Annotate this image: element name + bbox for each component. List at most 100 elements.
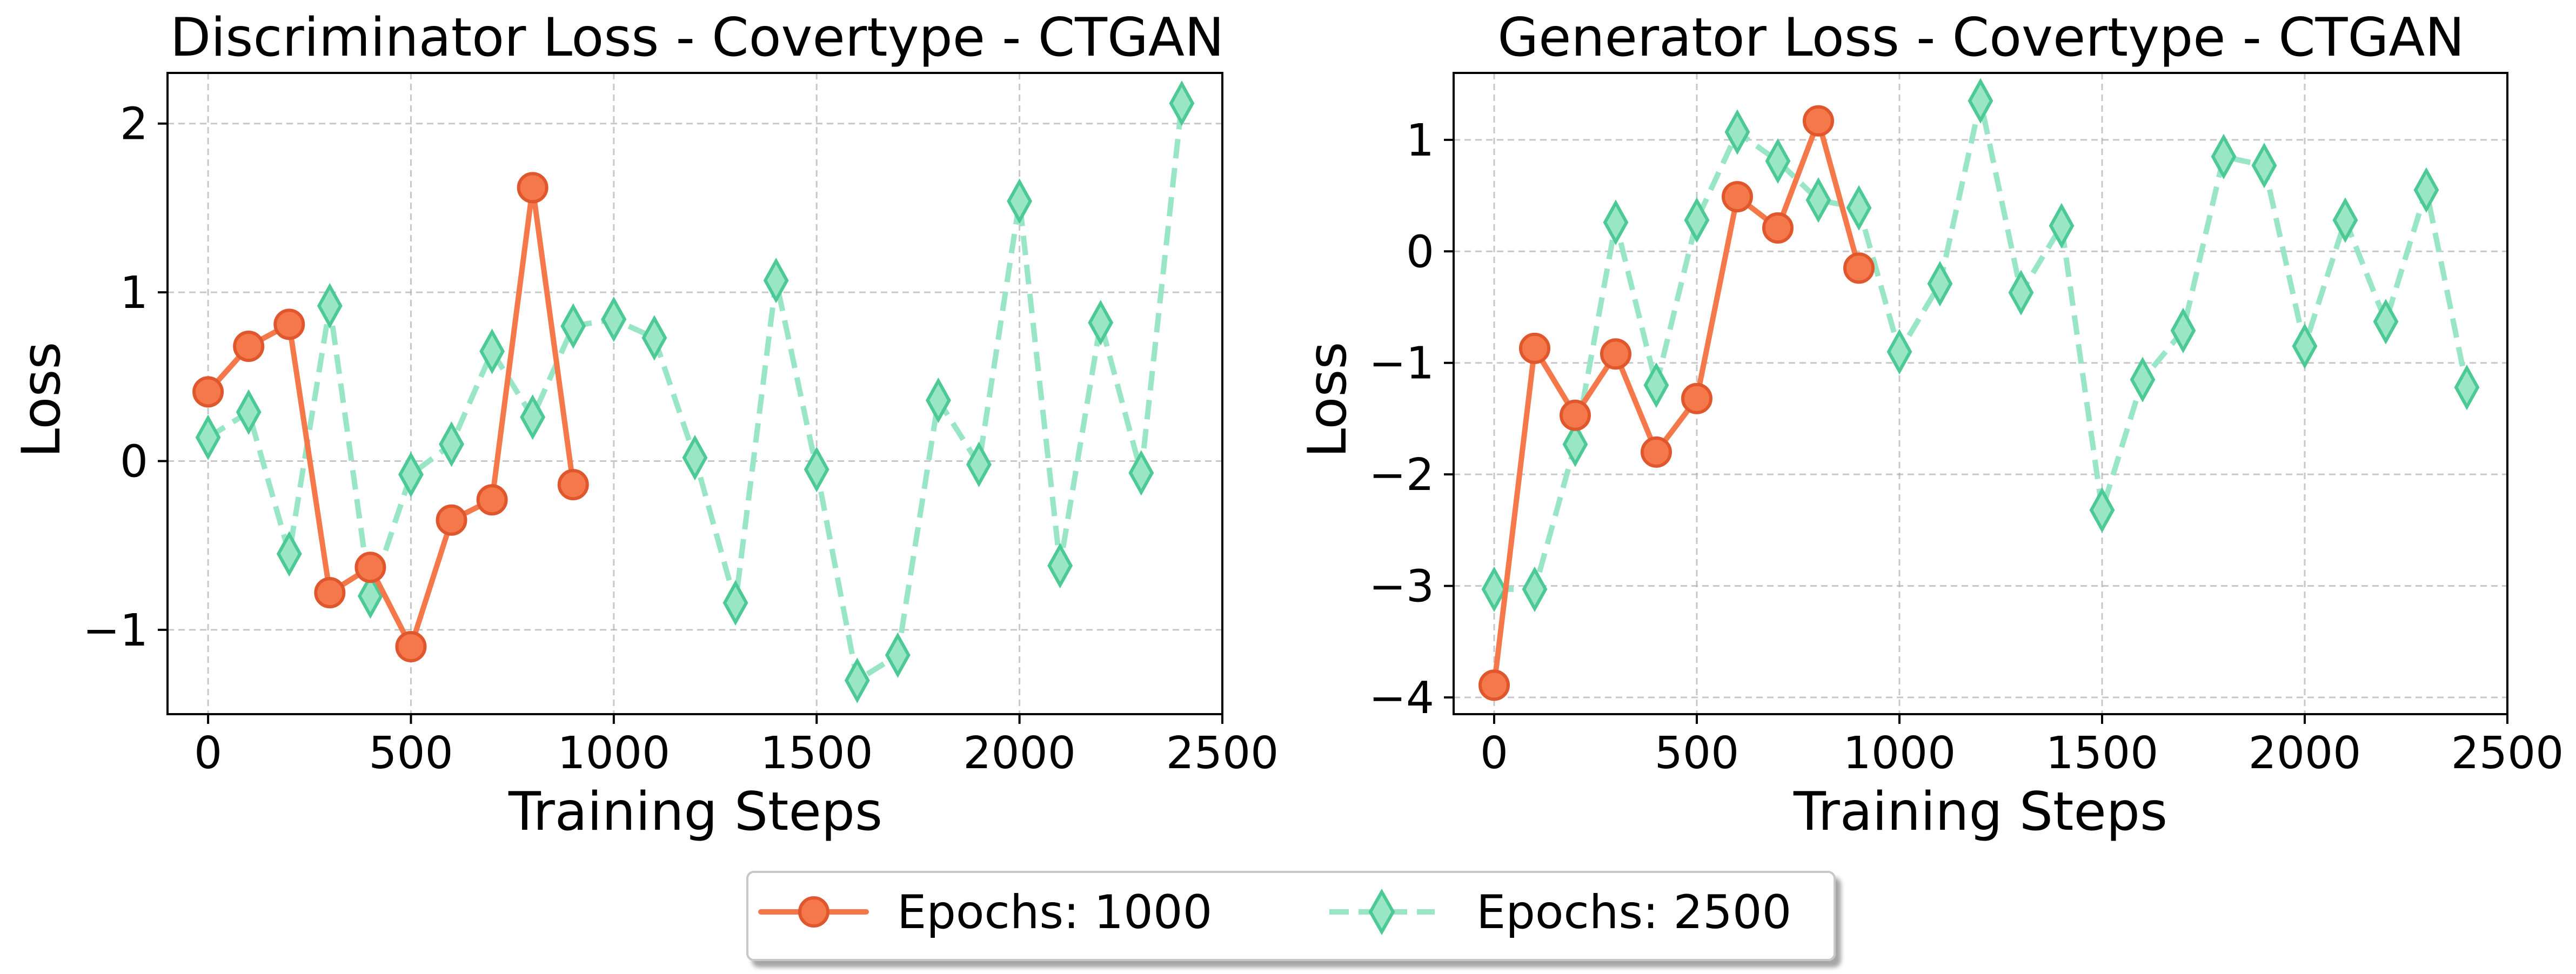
data-point	[1600, 338, 1631, 370]
legend-entry-epochs-1000: Epochs: 1000	[758, 885, 1212, 939]
data-point	[1762, 212, 1794, 244]
y-tick-label: 1	[1406, 115, 1434, 166]
data-point	[192, 376, 224, 408]
data-point	[520, 394, 546, 440]
data-point	[2089, 487, 2115, 533]
data-point	[479, 328, 505, 374]
data-point	[1643, 362, 1669, 408]
plot-frame	[166, 72, 1223, 715]
data-point	[439, 421, 464, 467]
data-point	[2413, 167, 2439, 213]
data-point	[1968, 78, 1993, 124]
data-point	[1803, 105, 1834, 137]
data-point	[2251, 143, 2277, 189]
series-epochs-2500	[195, 80, 1195, 703]
data-point	[436, 504, 467, 536]
data-point	[1047, 542, 1073, 589]
generator-loss-chart: Generator Loss - Covertype - CTGAN 0 500 1…	[1297, 7, 2564, 843]
data-point	[314, 577, 346, 609]
data-point	[1560, 399, 1591, 431]
data-point	[276, 531, 302, 577]
data-point	[1128, 450, 1154, 496]
discriminator-loss-chart: Discriminator Loss - Covertype - CTGAN 0…	[11, 7, 1279, 843]
legend: Epochs: 1000 Epochs: 2500	[746, 871, 1836, 961]
data-point	[2292, 323, 2318, 369]
data-point	[273, 308, 305, 340]
data-point	[2373, 299, 2399, 345]
data-point	[2454, 364, 2480, 411]
data-point	[2170, 307, 2196, 354]
data-point	[1169, 80, 1195, 126]
legend-label: Epochs: 1000	[897, 885, 1212, 939]
legend-box	[746, 871, 1836, 961]
data-point	[2008, 270, 2034, 315]
series-line	[1494, 98, 2470, 592]
series-group	[1478, 78, 2480, 701]
data-point	[722, 580, 748, 626]
data-point	[1684, 197, 1710, 243]
data-point	[1519, 332, 1550, 364]
data-point	[195, 414, 221, 460]
x-tick-label: 2500	[1166, 728, 1279, 779]
data-point	[1724, 109, 1750, 155]
series-epochs-2500	[1481, 78, 2480, 612]
y-tick-label: −4	[1369, 673, 1434, 724]
y-tick-label: −1	[1369, 338, 1434, 389]
data-point	[1641, 436, 1672, 468]
data-point	[1481, 566, 1507, 612]
y-axis-ticks: −4 −3 −2 −1 0 1	[1369, 115, 1454, 724]
y-tick-label: −3	[1369, 561, 1434, 613]
data-point	[354, 552, 386, 583]
y-tick-label: 1	[120, 267, 148, 319]
data-point	[2332, 197, 2358, 243]
data-point	[357, 573, 383, 619]
series-group	[192, 80, 1195, 703]
data-point	[1805, 177, 1831, 223]
legend-swatch-marker	[798, 896, 829, 928]
data-point	[1681, 382, 1712, 414]
x-axis-ticks: 0 500 1000 1500 2000 2500	[194, 714, 1279, 779]
x-tick-label: 2000	[2249, 728, 2361, 779]
data-point	[1007, 178, 1033, 224]
series-epochs-1000	[1478, 105, 1875, 701]
x-tick-label: 0	[1480, 728, 1508, 779]
data-point	[236, 389, 262, 435]
data-point	[1843, 252, 1875, 284]
data-point	[560, 303, 586, 349]
data-point	[926, 377, 951, 424]
x-tick-label: 500	[1655, 728, 1739, 779]
x-axis-label: Training Steps	[1793, 781, 2167, 843]
data-point	[844, 657, 870, 703]
data-point	[1927, 260, 1953, 307]
grid	[1454, 73, 2508, 714]
legend-label: Epochs: 2500	[1476, 885, 1791, 939]
y-axis-label: Loss	[11, 342, 72, 458]
data-point	[2049, 203, 2075, 248]
data-point	[395, 631, 427, 663]
legend-entry-epochs-2500: Epochs: 2500	[1329, 885, 1791, 939]
chart-title: Discriminator Loss - Covertype - CTGAN	[170, 7, 1225, 69]
y-tick-label: 0	[1406, 226, 1434, 278]
data-point	[763, 258, 789, 304]
x-tick-label: 0	[194, 728, 222, 779]
y-tick-label: 2	[120, 99, 148, 150]
data-point	[966, 441, 992, 487]
chart-title: Generator Loss - Covertype - CTGAN	[1497, 7, 2465, 69]
data-point	[1603, 199, 1629, 245]
data-point	[476, 484, 508, 516]
x-tick-label: 1000	[558, 728, 671, 779]
series-line	[206, 103, 1185, 683]
x-axis-ticks: 0 500 1000 1500 2000 2500	[1480, 714, 2564, 779]
data-point	[1846, 185, 1872, 231]
data-point	[233, 331, 265, 362]
y-tick-label: −2	[1369, 449, 1434, 501]
data-point	[557, 469, 589, 501]
y-tick-label: −1	[83, 605, 148, 656]
x-tick-label: 2500	[2451, 728, 2564, 779]
data-point	[1886, 328, 1912, 375]
data-point	[1522, 566, 1548, 612]
data-point	[885, 632, 911, 678]
x-tick-label: 2000	[963, 728, 1076, 779]
x-tick-label: 1500	[2046, 728, 2159, 779]
